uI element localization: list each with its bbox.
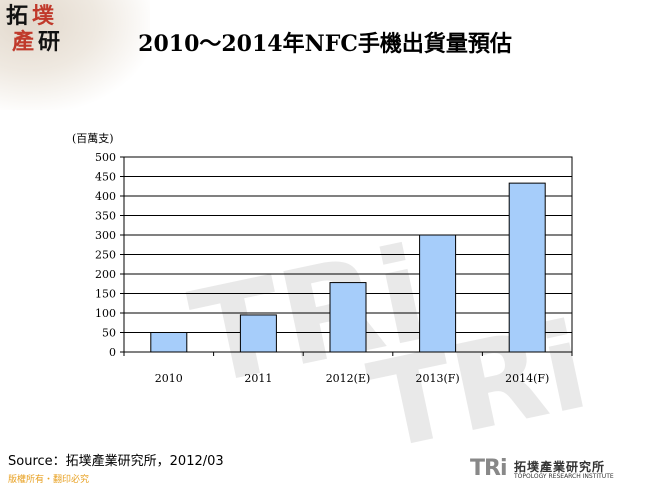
logo-char-1: 拓 — [6, 4, 29, 29]
y-axis-unit-label: (百萬支) — [72, 132, 114, 145]
bar-2014(F) — [508, 182, 546, 353]
tri-watermark: TRi TRi — [180, 230, 599, 450]
y-axis-ticks: 0 50 100 150 200 250 300 350 400 450 500 — [95, 151, 124, 359]
bars — [150, 182, 546, 353]
x-tick-label: 2010 — [155, 372, 183, 385]
y-tick-label: 0 — [109, 346, 116, 359]
y-tick-label: 500 — [95, 151, 116, 164]
logo-char-3: 產 — [12, 30, 35, 55]
x-tick-label: 2011 — [244, 372, 272, 385]
y-tick-label: 300 — [95, 229, 116, 242]
logo-char-4: 研 — [38, 30, 61, 55]
copyright-text: 版權所有・翻印必究 — [8, 475, 90, 485]
corner-background — [0, 0, 150, 110]
institute-name-en: TOPOLOGY RESEARCH INSTITUTE — [514, 473, 614, 480]
page-title: 2010～2014年NFC手機出貨量預估 — [138, 31, 512, 57]
y-tick-label: 250 — [95, 249, 116, 262]
bar-2010 — [150, 332, 188, 353]
x-axis-ticks: 2010 2011 2012(E) 2013(F) 2014(F) — [123, 352, 573, 385]
y-tick-label: 400 — [95, 190, 116, 203]
source-text: Source：拓墣產業研究所，2012/03 — [8, 454, 224, 469]
tri-logo-footer: TRi 拓墣產業研究所 TOPOLOGY RESEARCH INSTITUTE — [470, 456, 650, 485]
tri-logo-top: 拓 墣 產 研 — [6, 6, 68, 58]
y-tick-label: 50 — [102, 327, 116, 340]
x-tick-label: 2012(E) — [326, 372, 371, 385]
y-tick-label: 450 — [95, 171, 116, 184]
tri-mark: TRi — [470, 456, 507, 481]
x-tick-label: 2013(F) — [415, 372, 459, 385]
x-tick-label: 2014(F) — [505, 372, 549, 385]
institute-name-cn: 拓墣產業研究所 — [514, 460, 606, 474]
y-tick-label: 200 — [95, 268, 116, 281]
bar-2012(E) — [329, 282, 367, 353]
y-tick-label: 150 — [95, 288, 116, 301]
y-tick-label: 100 — [95, 307, 116, 320]
bar-2013(F) — [419, 234, 457, 353]
y-tick-label: 350 — [95, 210, 116, 223]
logo-char-2: 墣 — [32, 4, 55, 29]
bar-2011 — [239, 314, 277, 353]
